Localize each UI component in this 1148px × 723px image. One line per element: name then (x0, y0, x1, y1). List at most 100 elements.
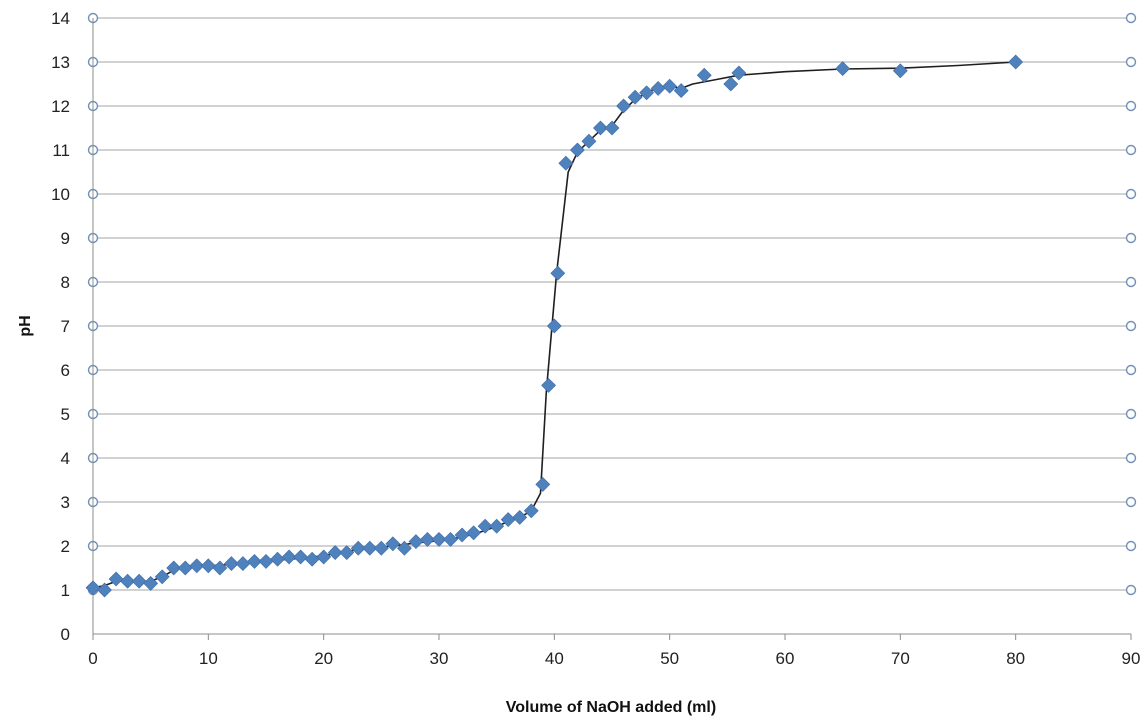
data-point (723, 76, 739, 92)
data-point (258, 553, 274, 569)
y-tick-label: 6 (61, 361, 70, 380)
data-point (120, 573, 136, 589)
gridline-end-marker (1125, 276, 1137, 288)
data-point (247, 553, 262, 569)
data-point (1008, 54, 1024, 70)
data-point (189, 558, 205, 574)
gridline-end-marker (1125, 408, 1137, 420)
data-point (892, 63, 908, 79)
data-point (431, 531, 447, 547)
gridline-end-marker (1125, 100, 1137, 112)
y-tick-label: 9 (61, 229, 70, 248)
y-tick-label: 13 (51, 53, 70, 72)
data-point (731, 65, 747, 81)
y-tick-label: 10 (51, 185, 70, 204)
data-point (616, 98, 631, 114)
data-point (604, 120, 620, 136)
data-point (593, 120, 608, 136)
data-point (541, 377, 556, 393)
data-point (396, 540, 412, 556)
data-point (535, 476, 551, 492)
data-point (550, 265, 566, 281)
gridline-end-marker (1125, 496, 1137, 508)
y-tick-label: 14 (51, 9, 70, 28)
y-tick-label: 8 (61, 273, 70, 292)
data-point (835, 61, 851, 77)
data-point (558, 155, 574, 171)
data-point (97, 582, 112, 598)
y-tick-label: 0 (61, 625, 70, 644)
axis-layer (87, 12, 1137, 640)
gridline-end-marker (1125, 232, 1137, 244)
data-point (673, 83, 689, 99)
data-point (108, 571, 124, 587)
data-point (627, 89, 643, 105)
data-point (350, 540, 366, 556)
point-layer (85, 54, 1024, 598)
data-point (362, 540, 378, 556)
data-point (304, 551, 320, 567)
x-tick-label: 0 (88, 649, 97, 668)
y-axis-title: pH (17, 315, 34, 336)
gridline-end-marker (1125, 584, 1137, 596)
y-tick-label: 2 (61, 537, 70, 556)
data-point (523, 503, 539, 519)
data-point (581, 133, 597, 149)
data-point (489, 518, 505, 534)
gridline-end-marker (1125, 144, 1137, 156)
data-point (166, 560, 182, 576)
data-point (270, 551, 285, 567)
data-point (293, 549, 309, 565)
gridline-end-marker (1125, 364, 1137, 376)
x-tick-label: 70 (891, 649, 910, 668)
y-tick-label: 7 (61, 317, 70, 336)
x-axis-title: Volume of NaOH added (ml) (506, 699, 716, 716)
data-point (235, 556, 251, 572)
data-point (420, 531, 435, 547)
x-tick-label: 90 (1122, 649, 1141, 668)
x-tick-label: 40 (545, 649, 564, 668)
data-point (373, 540, 389, 556)
data-point (639, 85, 655, 101)
y-tick-label: 5 (61, 405, 70, 424)
x-tick-label: 50 (660, 649, 679, 668)
gridline-end-marker (1125, 540, 1137, 552)
data-point (327, 545, 343, 561)
data-point (200, 558, 216, 574)
gridline-end-marker (1125, 452, 1137, 464)
gridline-end-marker (1125, 320, 1137, 332)
data-point (223, 556, 239, 572)
data-point (512, 509, 528, 525)
data-point (131, 573, 147, 589)
data-point (281, 549, 297, 565)
data-point (696, 67, 712, 83)
y-tick-label: 11 (52, 141, 70, 160)
data-point (477, 518, 493, 534)
gridline-end-marker (1125, 12, 1137, 24)
data-point (569, 142, 585, 158)
y-tick-label: 1 (61, 581, 70, 600)
data-point (177, 560, 193, 576)
data-point (85, 580, 101, 596)
x-tick-label: 10 (199, 649, 218, 668)
gridline-end-marker (1125, 188, 1137, 200)
x-tick-label: 60 (776, 649, 795, 668)
data-point (662, 78, 678, 94)
gridline-end-marker (1125, 56, 1137, 68)
data-point (143, 575, 159, 591)
data-point (339, 545, 355, 561)
y-tick-label: 12 (51, 97, 70, 116)
data-point (443, 531, 458, 547)
data-point (466, 525, 482, 541)
data-point (385, 536, 401, 552)
grid-layer (93, 17, 1131, 635)
data-point (546, 318, 562, 334)
x-tick-label: 20 (314, 649, 333, 668)
x-tick-label: 30 (430, 649, 449, 668)
y-tick-label: 3 (61, 493, 70, 512)
y-tick-label: 4 (61, 449, 70, 468)
data-point (154, 569, 170, 585)
